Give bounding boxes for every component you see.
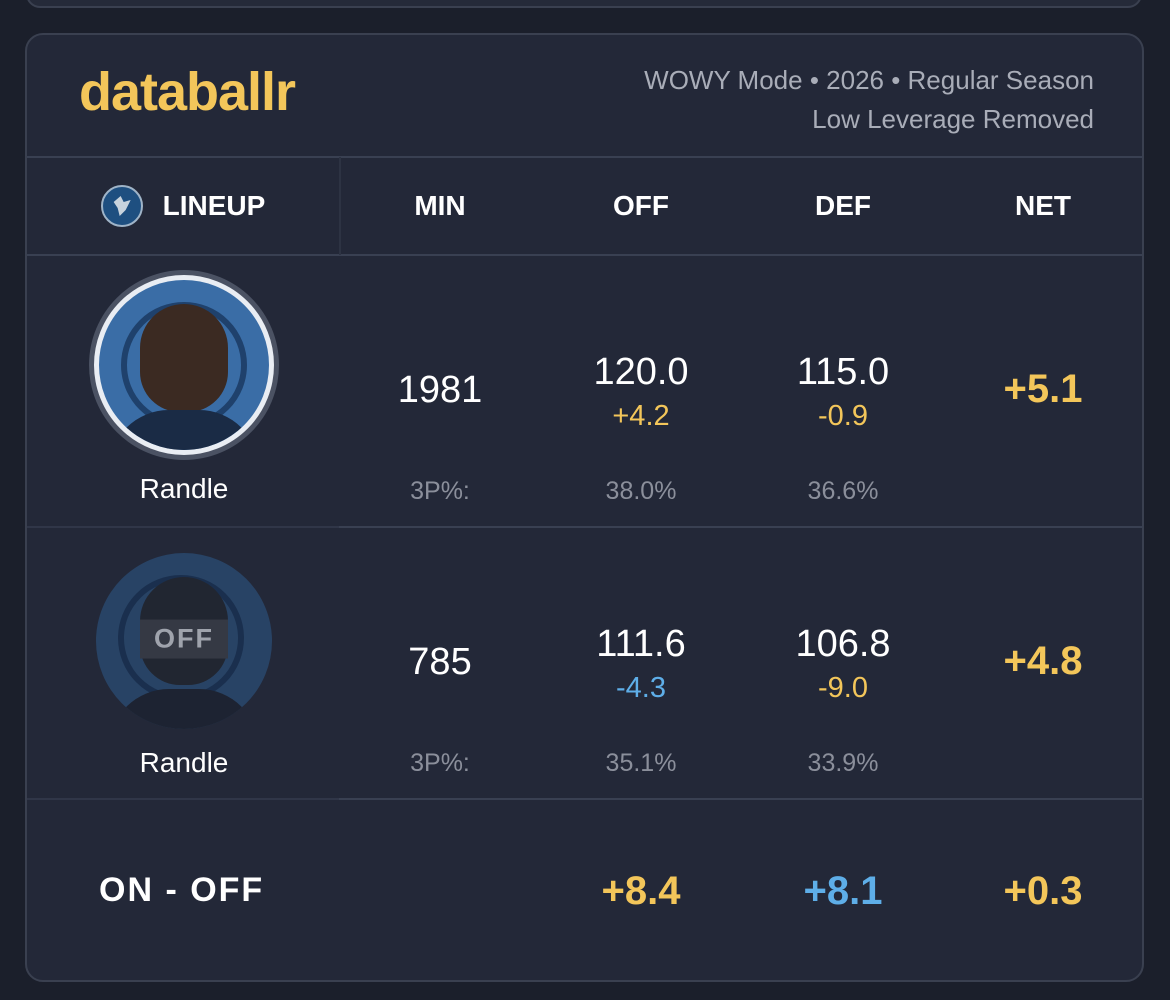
min-value: 1981 [397, 369, 483, 411]
off-3p: 38.0% [605, 477, 677, 505]
3p-label: 3P%: [410, 477, 470, 505]
def-3p: 33.9% [807, 749, 879, 777]
3p-label: 3P%: [410, 749, 470, 777]
lineup-header-label: LINEUP [162, 190, 266, 221]
card-header: databallr WOWY Mode • 2026 • Regular Sea… [27, 35, 1142, 157]
databallr-logo: databallr [79, 62, 296, 122]
off-3p: 35.1% [605, 749, 677, 777]
timberwolves-logo-icon [100, 185, 143, 227]
previous-card [26, 0, 1142, 8]
net-cell: +5.1 [943, 367, 1142, 412]
divider [27, 526, 339, 528]
net-value: +4.8 [1003, 639, 1083, 683]
def-header: DEF [815, 190, 871, 221]
player-avatar-off: OFF [96, 553, 272, 729]
on-off-label: ON - OFF [99, 871, 265, 909]
def-diff: -0.9 [818, 400, 868, 432]
off-cell: 111.6 -4.3 [541, 623, 741, 705]
divider [339, 157, 341, 255]
net-value: +5.1 [1003, 367, 1083, 411]
on-off-net: +0.3 [1003, 869, 1083, 913]
on-off-def: +8.1 [803, 869, 883, 913]
off-rating: 120.0 [593, 351, 689, 393]
player-cell: OFF Randle [84, 553, 284, 779]
min-header: MIN [414, 190, 466, 221]
net-header: NET [1015, 190, 1071, 221]
min-cell: 1981 [340, 369, 540, 412]
def-cell: 115.0 -0.9 [743, 351, 943, 433]
off-cell: 120.0 +4.2 [541, 351, 741, 433]
divider [27, 254, 1142, 256]
off-diff: +4.2 [612, 400, 670, 432]
wowy-card: databallr WOWY Mode • 2026 • Regular Sea… [25, 33, 1144, 982]
def-rating: 115.0 [796, 351, 890, 393]
mode-info: WOWY Mode • 2026 • Regular Season Low Le… [644, 61, 1094, 139]
lineup-header: LINEUP [27, 157, 339, 255]
def-cell: 106.8 -9.0 [743, 623, 943, 705]
filter-line: Low Leverage Removed [812, 104, 1094, 134]
on-off-off: +8.4 [601, 869, 681, 913]
net-cell: +4.8 [943, 639, 1142, 684]
def-rating: 106.8 [795, 623, 891, 665]
def-diff: -9.0 [818, 672, 868, 704]
player-name: Randle [139, 473, 229, 504]
player-name: Randle [139, 747, 229, 778]
off-diff: -4.3 [616, 672, 666, 704]
def-3p: 36.6% [807, 477, 879, 505]
player-cell: Randle [84, 275, 284, 505]
off-rating: 111.6 [596, 623, 686, 665]
off-header: OFF [613, 190, 669, 221]
mode-line: WOWY Mode • 2026 • Regular Season [644, 65, 1094, 95]
divider [27, 798, 339, 800]
player-avatar [94, 275, 274, 455]
divider [339, 798, 1142, 800]
off-badge: OFF [140, 619, 228, 659]
min-value: 785 [408, 641, 472, 683]
divider [27, 156, 1142, 158]
divider [339, 526, 1142, 528]
min-cell: 785 [340, 641, 540, 684]
